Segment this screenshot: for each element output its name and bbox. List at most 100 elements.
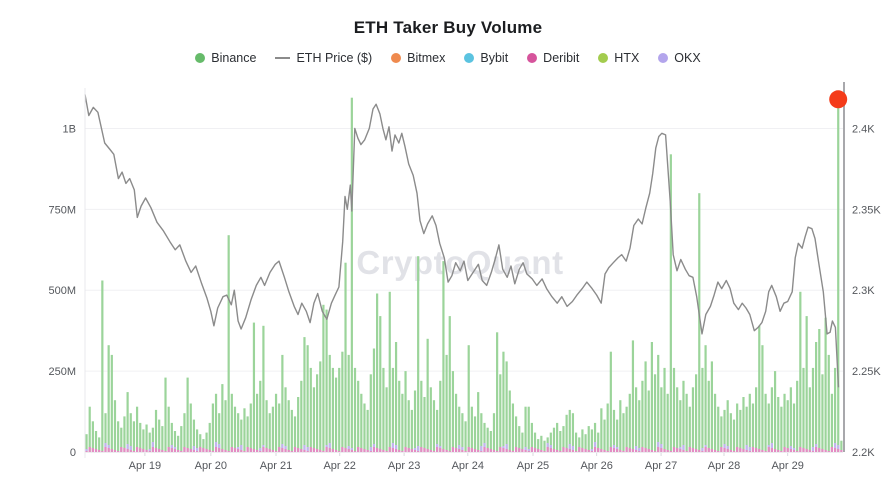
bar-stub-deribit [767,447,770,452]
bar-stub-deribit [91,448,94,452]
bar-binance [262,325,265,452]
bar-binance [353,367,357,452]
bar-binance [306,345,309,452]
bar-stub-deribit [590,451,593,452]
bar-binance [837,99,840,453]
bar-binance [451,371,455,452]
bar-stub-deribit [701,451,704,452]
bar-stub-okx [767,445,770,447]
bar-binance [593,422,597,452]
bar-stub-okx [281,444,284,448]
bar-stub-deribit [840,450,843,452]
legend-item-bybit[interactable]: Bybit [464,51,508,65]
legend-item-binance[interactable]: Binance [195,51,256,65]
bar-binance [685,393,688,452]
bar-binance [180,426,183,452]
bar-binance [660,387,663,452]
bar-stub-deribit [833,448,837,452]
bar-stub-deribit [780,451,783,452]
bar-stub-okx [593,442,597,447]
bar-stub-deribit [669,451,672,452]
bar-binance [104,413,107,452]
bar-stub-deribit [123,448,126,452]
bar-binance [454,393,458,452]
bar-stub-deribit [796,451,799,452]
bar-binance [224,400,227,452]
bar-binance [496,332,499,452]
bar-binance [616,419,619,452]
bar-stub-deribit [357,447,360,452]
bar-binance [186,377,189,452]
bar-stub-deribit [376,448,379,452]
bar-stub-deribit [568,449,571,452]
bar-binance [549,432,552,452]
bar-stub-deribit [660,448,663,452]
bar-stub-deribit [366,450,369,452]
legend-label: Deribit [543,51,580,65]
bar-binance [805,316,808,452]
bar-stub-deribit [619,450,622,452]
bar-stub-deribit [158,449,161,452]
bar-stub-deribit [208,450,211,452]
bar-stub-okx [413,448,417,450]
bar-binance [439,380,442,452]
bar-binance [830,393,834,452]
bar-binance [556,422,559,452]
bar-stub-okx [436,444,439,447]
bar-stub-okx [745,445,748,450]
bar-binance [644,361,647,452]
bar-stub-deribit [783,447,786,452]
bar-binance [477,392,480,452]
bar-stub-okx [811,447,815,451]
bar-binance [341,351,344,452]
bar-stub-okx [660,444,663,448]
bar-stub-deribit [470,448,473,452]
bar-stub-okx [461,447,464,450]
bar-binance [167,406,170,452]
bar-stub-deribit [830,447,834,452]
bar-stub-deribit [426,449,429,452]
bar-stub-deribit [770,448,774,452]
bar-binance [565,414,568,452]
bar-stub-deribit [98,450,101,452]
bar-binance [581,429,584,452]
bar-binance [101,280,104,452]
right-axis-tick: 2.35K [852,204,881,216]
bar-stub-okx [148,449,151,451]
bar-stub-deribit [808,450,811,452]
bar-stub-deribit [600,449,603,452]
legend-item-htx[interactable]: HTX [598,51,639,65]
bar-binance [578,437,581,452]
latest-value-dot[interactable] [829,90,848,109]
bar-binance [799,291,802,452]
bar-stub-deribit [464,451,467,452]
bar-binance [524,406,527,452]
bar-binance [347,354,350,452]
bar-binance [139,422,142,452]
bar-stub-deribit [297,448,300,452]
bar-binance [177,435,180,452]
bar-binance [265,400,268,452]
legend-item-okx[interactable]: OKX [658,51,701,65]
bar-stub-deribit [423,448,426,452]
legend-item-bitmex[interactable]: Bitmex [391,51,445,65]
bar-binance [729,413,732,452]
bar-stub-deribit [404,447,407,452]
bar-stub-deribit [508,450,511,452]
legend-item-deribit[interactable]: Deribit [527,51,579,65]
bar-stub-deribit [597,448,600,452]
legend-item-eth-price[interactable]: ETH Price ($) [275,51,372,65]
bar-stub-deribit [688,447,691,452]
bar-binance [243,408,246,452]
bar-binance [290,409,293,452]
bar-stub-deribit [467,447,470,452]
bar-binance [773,371,777,452]
bar-binance [492,413,496,452]
bar-stub-deribit [745,450,748,452]
bar-stub-deribit [284,449,287,452]
bar-binance [764,393,767,452]
bar-binance [249,403,252,452]
bar-stub-deribit [707,448,710,452]
bar-stub-okx [394,445,398,449]
